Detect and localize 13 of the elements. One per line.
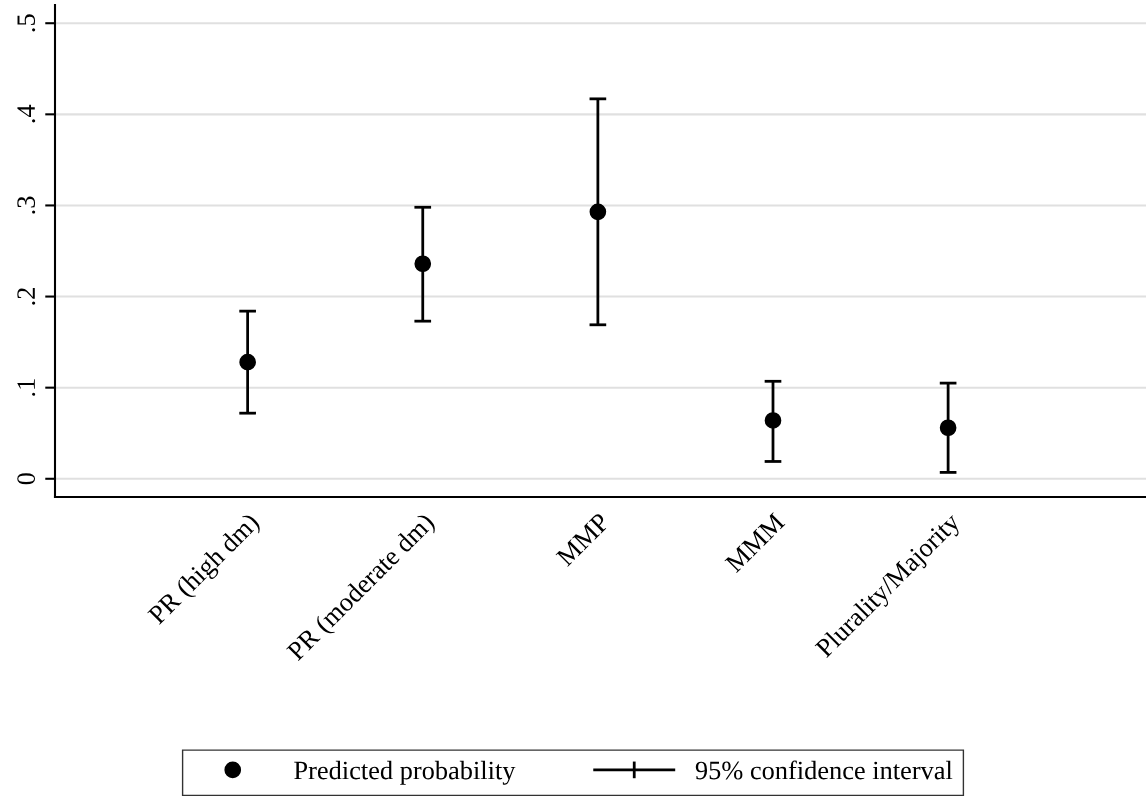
y-tick-label: 0 (17, 473, 36, 485)
y-tick-label: .5 (17, 14, 36, 32)
point (764, 412, 782, 429)
point (589, 203, 607, 221)
text: 95% confidence interval (695, 760, 953, 780)
y-tick-label: .1 (17, 379, 36, 396)
y-tick-label: .4 (17, 104, 36, 123)
point (414, 255, 432, 273)
point (239, 353, 256, 371)
legend-label: Predicted probability (294, 760, 516, 785)
y-tick-label: .2 (17, 288, 36, 305)
y-tick-label: .3 (17, 196, 36, 214)
point (939, 419, 957, 437)
